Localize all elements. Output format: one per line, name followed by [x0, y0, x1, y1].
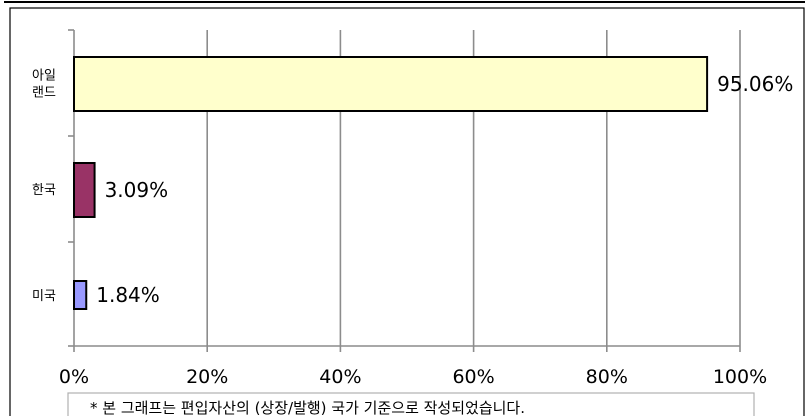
x-tick-label: 60% — [452, 366, 494, 388]
data-label: 3.09% — [105, 178, 169, 202]
x-tick-label: 100% — [713, 366, 767, 388]
footnote-text: * 본 그래프는 편입자산의 (상장/발행) 국가 기준으로 작성되었습니다. — [90, 399, 525, 416]
x-tick-label: 20% — [186, 366, 228, 388]
footnote-box — [67, 392, 755, 416]
data-label: 1.84% — [96, 283, 160, 307]
labels: 0% 20% 40% 60% 80% 100% 95.06% 아일 랜드 3.09% 한국 1.84%… — [32, 69, 793, 389]
bars — [73, 56, 709, 310]
category-label: 미국 — [32, 289, 56, 304]
x-tick-label: 80% — [586, 366, 628, 388]
bar — [73, 280, 88, 310]
x-tick-label: 0% — [59, 366, 89, 388]
category-label: 아일 랜드 — [32, 69, 56, 101]
category-label: 한국 — [32, 183, 56, 198]
x-tick-label: 40% — [319, 366, 361, 388]
bar — [73, 162, 96, 218]
bar — [73, 56, 709, 112]
data-label: 95.06% — [717, 72, 793, 96]
